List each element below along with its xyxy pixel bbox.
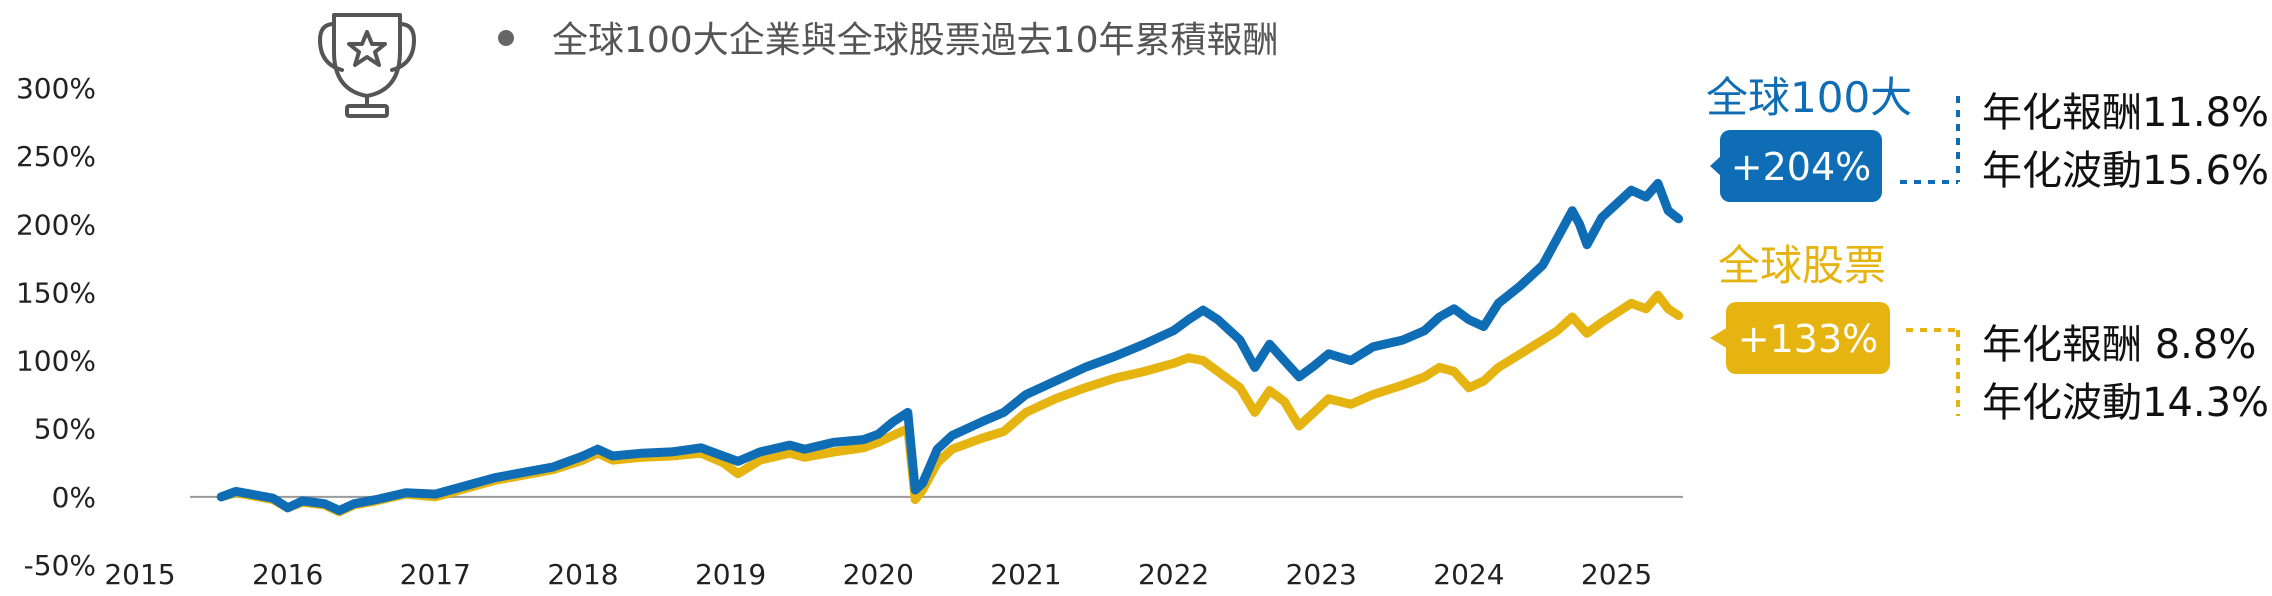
x-tick-label: 2023 — [1286, 558, 1357, 591]
annual-return-global100: 年化報酬11.8% — [1982, 90, 2269, 136]
x-axis: 2015 2016 2017 2018 2019 2020 2021 2022 2023 2024… — [104, 558, 1652, 591]
series-name-global100: 全球100大 — [1706, 73, 1912, 122]
x-tick-label: 2017 — [400, 558, 471, 591]
x-tick-label: 2019 — [695, 558, 766, 591]
badge-global-equity — [1726, 302, 1890, 374]
badge-pointer-global-equity — [1710, 327, 1728, 349]
y-tick-label: 300% — [16, 72, 96, 105]
x-tick-label: 2018 — [547, 558, 618, 591]
y-tick-label: 50% — [34, 413, 96, 446]
annual-volatility-global-equity: 年化波動14.3% — [1982, 380, 2269, 426]
title-bullet — [498, 30, 514, 46]
x-tick-label: 2020 — [843, 558, 914, 591]
x-tick-label: 2015 — [104, 558, 175, 591]
y-tick-label: 100% — [16, 345, 96, 378]
y-tick-label: 0% — [52, 481, 96, 514]
x-tick-label: 2025 — [1581, 558, 1652, 591]
legend-global-equity: 全球股票 +133% 年化報酬 8.8% 年化波動14.3% — [1710, 241, 2269, 426]
y-tick-label: 150% — [16, 276, 96, 309]
series-line-global100 — [216, 178, 1684, 515]
legend-global100: 全球100大 +204% 年化報酬11.8% 年化波動15.6% — [1706, 73, 2269, 202]
annual-return-global-equity: 年化報酬 8.8% — [1982, 322, 2256, 368]
y-tick-label: 200% — [16, 208, 96, 241]
annual-volatility-global100: 年化波動15.6% — [1982, 148, 2269, 194]
y-tick-label: -50% — [24, 549, 96, 582]
series-lines — [216, 178, 1684, 517]
total-return-global100: +204% — [1731, 145, 1871, 189]
series-line-global-equity — [216, 290, 1684, 517]
x-tick-label: 2024 — [1433, 558, 1504, 591]
y-tick-label: 250% — [16, 140, 96, 173]
badge-global100 — [1720, 130, 1882, 202]
trophy-icon — [318, 13, 416, 118]
x-tick-label: 2022 — [1138, 558, 1209, 591]
series-name-global-equity: 全球股票 — [1718, 241, 1886, 290]
x-tick-label: 2016 — [252, 558, 323, 591]
chart-title: 全球100大企業與全球股票過去10年累積報酬 — [552, 20, 1279, 61]
total-return-global-equity: +133% — [1738, 317, 1878, 361]
y-axis: 300% 250% 200% 150% 100% 50% 0% -50% — [16, 72, 96, 582]
x-tick-label: 2021 — [990, 558, 1061, 591]
badge-pointer-global100 — [1710, 155, 1722, 177]
